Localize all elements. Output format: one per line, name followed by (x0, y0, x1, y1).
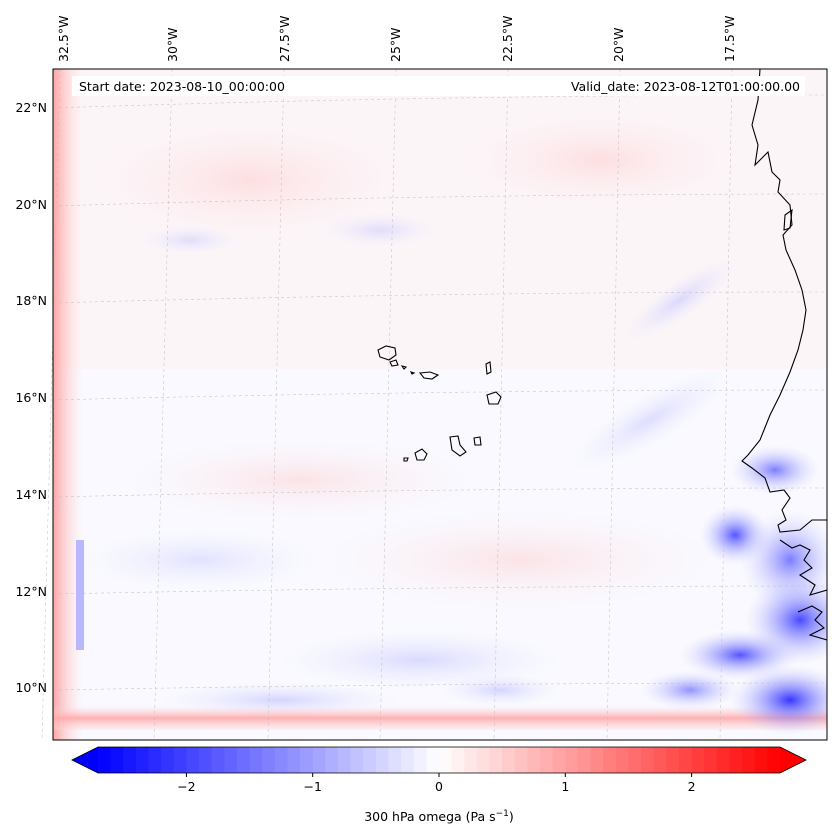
lat-label: 10°N (15, 680, 47, 695)
colorbar-segment (691, 747, 705, 773)
colorbar-segment (262, 747, 276, 773)
colorbar-tick-label: 2 (688, 779, 696, 794)
longitude-labels: 32.5°W 30°W 27.5°W 25°W 22.5°W 20°W 17.5… (56, 16, 737, 62)
lon-label: 17.5°W (722, 16, 737, 62)
colorbar-segment (742, 747, 756, 773)
colorbar-segment (476, 747, 491, 773)
colorbar-segment (439, 747, 453, 773)
colorbar-tick-label: −2 (177, 779, 195, 794)
colorbar-segment (767, 747, 781, 773)
colorbar-segment (401, 747, 415, 773)
colorbar-segment (552, 747, 566, 773)
colorbar-segment (287, 747, 301, 773)
colorbar-segment (653, 747, 667, 773)
omega-field (53, 69, 827, 740)
lon-label: 25°W (388, 27, 403, 62)
lon-label: 30°W (165, 27, 180, 62)
colorbar-outline (71, 746, 807, 774)
colorbar-segment (603, 747, 617, 773)
colorbar-tick-label: 1 (561, 779, 569, 794)
lat-label: 12°N (15, 584, 47, 599)
colorbar-segment (110, 747, 124, 773)
colorbar-tick-label: 0 (435, 779, 443, 794)
colorbar-min-extension (72, 747, 98, 773)
colorbar-segment (704, 747, 718, 773)
colorbar-segment (540, 747, 554, 773)
colorbar-segment (489, 747, 503, 773)
valid-date-label: Valid_date: 2023-08-12T01:00:00.00 (571, 79, 800, 94)
colorbar-segment (199, 747, 213, 773)
colorbar-segment (249, 747, 263, 773)
colorbar-segment (527, 747, 541, 773)
colorbar-segment (678, 747, 693, 773)
colorbar-segment (135, 747, 150, 773)
colorbar-segment (350, 747, 364, 773)
colorbar-segment (754, 747, 768, 773)
coastline (741, 69, 827, 641)
lon-label: 32.5°W (56, 16, 71, 62)
colorbar-segment (565, 747, 579, 773)
lat-label: 16°N (15, 390, 47, 405)
colorbar-segment (413, 747, 427, 773)
start-date-label: Start date: 2023-08-10_00:00:00 (79, 79, 285, 94)
colorbar-max-extension (780, 747, 806, 773)
colorbar-segment (211, 747, 225, 773)
colorbar-segment (641, 747, 655, 773)
colorbar-segment (590, 747, 604, 773)
lat-label: 20°N (15, 197, 47, 212)
colorbar-segment (274, 747, 288, 773)
lat-label: 14°N (15, 487, 47, 502)
colorbar-segment (148, 747, 162, 773)
colorbar: −2 −1 0 1 2 300 hPa omega (Pa s−1) (71, 746, 807, 824)
colorbar-segment (186, 747, 200, 773)
colorbar-segment (388, 747, 402, 773)
map-frame (52, 68, 828, 741)
colorbar-tick-label: −1 (303, 779, 321, 794)
lon-label: 22.5°W (500, 16, 515, 62)
colorbar-segment (514, 747, 528, 773)
colorbar-segment (666, 747, 680, 773)
colorbar-segment (161, 747, 175, 773)
colorbar-segment (363, 747, 377, 773)
graticule (41, 68, 828, 741)
lat-label: 22°N (15, 100, 47, 115)
colorbar-ticks: −2 −1 0 1 2 (177, 773, 696, 794)
colorbar-segment (729, 747, 743, 773)
colorbar-segment (716, 747, 730, 773)
colorbar-segment (173, 747, 187, 773)
map-panel: Start date: 2023-08-10_00:00:00 Valid_da… (41, 68, 828, 741)
lat-label: 18°N (15, 293, 47, 308)
colorbar-segment (236, 747, 251, 773)
colorbar-segment (577, 747, 592, 773)
colorbar-segment (300, 747, 314, 773)
colorbar-segments (98, 747, 781, 773)
colorbar-segment (123, 747, 137, 773)
colorbar-segment (224, 747, 238, 773)
colorbar-segment (628, 747, 642, 773)
colorbar-segment (375, 747, 389, 773)
colorbar-segment (312, 747, 326, 773)
colorbar-segment (615, 747, 629, 773)
latitude-labels: 22°N 20°N 18°N 16°N 14°N 12°N 10°N (15, 100, 47, 695)
lon-label: 27.5°W (277, 16, 292, 62)
cabo-verde-islands (377, 345, 502, 462)
colorbar-label: 300 hPa omega (Pa s−1) (364, 809, 514, 824)
colorbar-segment (451, 747, 465, 773)
colorbar-segment (325, 747, 339, 773)
header-background (72, 76, 805, 96)
lon-label: 20°W (611, 27, 626, 62)
colorbar-segment (98, 747, 112, 773)
colorbar-segment (426, 747, 440, 773)
colorbar-segment (464, 747, 478, 773)
colorbar-segment (502, 747, 516, 773)
colorbar-segment (337, 747, 352, 773)
